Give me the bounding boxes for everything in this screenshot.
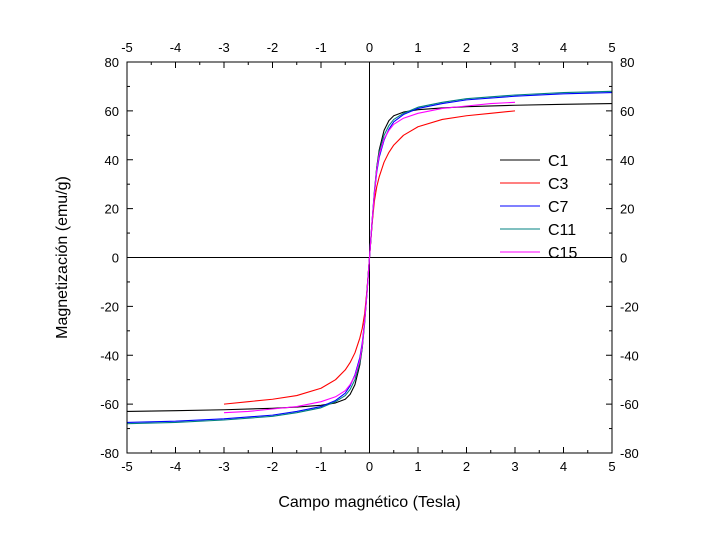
series-line-c15 — [223, 101, 516, 414]
x-tick-label-bottom: 0 — [366, 459, 373, 474]
y-axis-title: Magnetización (emu/g) — [54, 176, 71, 339]
legend-label-c7: C7 — [548, 199, 569, 216]
x-axis-title: Campo magnético (Tesla) — [278, 494, 460, 511]
x-tick-label-bottom: 3 — [511, 459, 518, 474]
y-tick-label-left: -80 — [100, 446, 119, 461]
x-tick-label-bottom: 1 — [414, 459, 421, 474]
x-tick-label-top: 1 — [414, 40, 421, 55]
x-tick-label-top: -3 — [218, 40, 230, 55]
x-tick-label-top: 4 — [560, 40, 567, 55]
x-tick-label-bottom: -2 — [267, 459, 279, 474]
x-tick-label-top: -5 — [121, 40, 133, 55]
x-tick-label-top: -1 — [315, 40, 327, 55]
tick-layer: -5 -5 -4 -4 -3 -3 -2 -2 -1 -1 0 0 1 1 2 2 3 3 4 4 5 5 -80 -80 -6… — [100, 40, 639, 474]
x-tick-label-bottom: 2 — [463, 459, 470, 474]
y-tick-label-right: 60 — [620, 104, 634, 119]
plot-frame — [126, 61, 613, 454]
legend: C1 C3 C7 C11 C15 — [500, 153, 577, 262]
y-tick-label-left: -60 — [100, 397, 119, 412]
x-tick-label-top: 2 — [463, 40, 470, 55]
y-tick-label-right: -80 — [620, 446, 639, 461]
legend-label-c1: C1 — [548, 153, 569, 170]
x-tick-label-top: 3 — [511, 40, 518, 55]
x-tick-label-bottom: -1 — [315, 459, 327, 474]
series-layer — [126, 90, 613, 425]
y-tick-label-left: 60 — [105, 104, 119, 119]
y-tick-label-right: 20 — [620, 202, 634, 217]
y-tick-label-right: -60 — [620, 397, 639, 412]
y-tick-label-right: 0 — [620, 251, 627, 266]
x-tick-label-top: 0 — [366, 40, 373, 55]
y-tick-label-left: 80 — [105, 55, 119, 70]
x-tick-label-bottom: -3 — [218, 459, 230, 474]
legend-label-c11: C11 — [548, 222, 576, 239]
x-tick-label-bottom: 4 — [560, 459, 567, 474]
y-tick-label-left: -20 — [100, 299, 119, 314]
y-tick-label-left: 40 — [105, 153, 119, 168]
x-tick-label-top: -2 — [267, 40, 279, 55]
x-tick-label-top: -4 — [170, 40, 182, 55]
x-tick-label-bottom: 5 — [608, 459, 615, 474]
legend-label-c3: C3 — [548, 176, 569, 193]
legend-label-c15: C15 — [548, 245, 577, 262]
y-tick-label-left: 0 — [112, 251, 119, 266]
x-tick-label-top: 5 — [608, 40, 615, 55]
y-tick-label-right: 40 — [620, 153, 634, 168]
y-tick-label-right: 80 — [620, 55, 634, 70]
y-tick-label-right: -40 — [620, 348, 639, 363]
y-tick-label-left: 20 — [105, 202, 119, 217]
y-tick-label-left: -40 — [100, 348, 119, 363]
x-tick-label-bottom: -5 — [121, 459, 133, 474]
y-tick-label-right: -20 — [620, 299, 639, 314]
x-tick-label-bottom: -4 — [170, 459, 182, 474]
